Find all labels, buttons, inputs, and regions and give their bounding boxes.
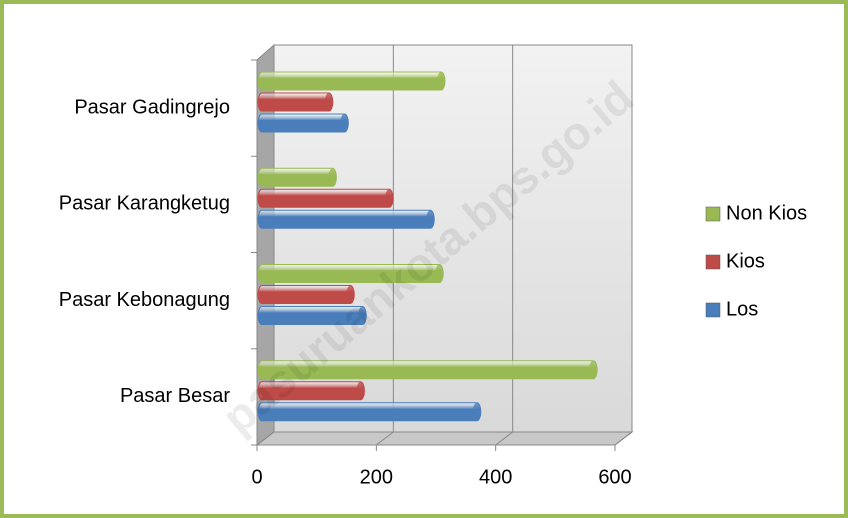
grid-line (376, 431, 394, 446)
bar-cap (328, 168, 337, 187)
bar (257, 167, 337, 187)
x-tick-label: 0 (251, 466, 262, 488)
grid-line (256, 431, 275, 446)
bar (257, 113, 349, 133)
bar-cap (356, 381, 365, 400)
bar-cap (472, 402, 481, 421)
bar-cap (385, 189, 394, 208)
bar-cap (426, 210, 435, 229)
x-tick-label: 200 (360, 466, 393, 488)
bar (257, 209, 435, 229)
x-tick-label: 400 (479, 466, 512, 488)
y-tick-label: Pasar Besar (120, 385, 230, 407)
legend-label: Kios (726, 250, 765, 272)
bar (257, 188, 394, 208)
bar-cap (340, 114, 349, 132)
grid-line (495, 431, 513, 446)
bar (257, 71, 446, 91)
plot: 0 200 400 600 Pasar Besar Pasar Kebonagung Pas… (59, 45, 807, 488)
legend-swatch (705, 206, 721, 222)
bar-cap (589, 360, 598, 379)
legend-swatch (705, 302, 721, 318)
legend-swatch (705, 254, 721, 270)
grid-line (614, 431, 633, 446)
bar-cap (324, 93, 333, 111)
floor (255, 431, 634, 446)
bar-cap (358, 306, 367, 325)
x-tick-label: 600 (598, 466, 631, 488)
bar (257, 285, 355, 304)
bar-cap (346, 285, 355, 304)
y-tick-label: Pasar Kebonagung (59, 289, 230, 311)
y-tick-label: Pasar Gadingrejo (74, 96, 230, 118)
legend-label: Los (726, 298, 758, 320)
bar-cap (437, 72, 445, 90)
y-tick-label: Pasar Karangketug (59, 193, 230, 215)
bar (257, 92, 334, 112)
bar-cap (435, 264, 444, 283)
bar (257, 402, 482, 422)
legend-label: Non Kios (726, 202, 807, 224)
